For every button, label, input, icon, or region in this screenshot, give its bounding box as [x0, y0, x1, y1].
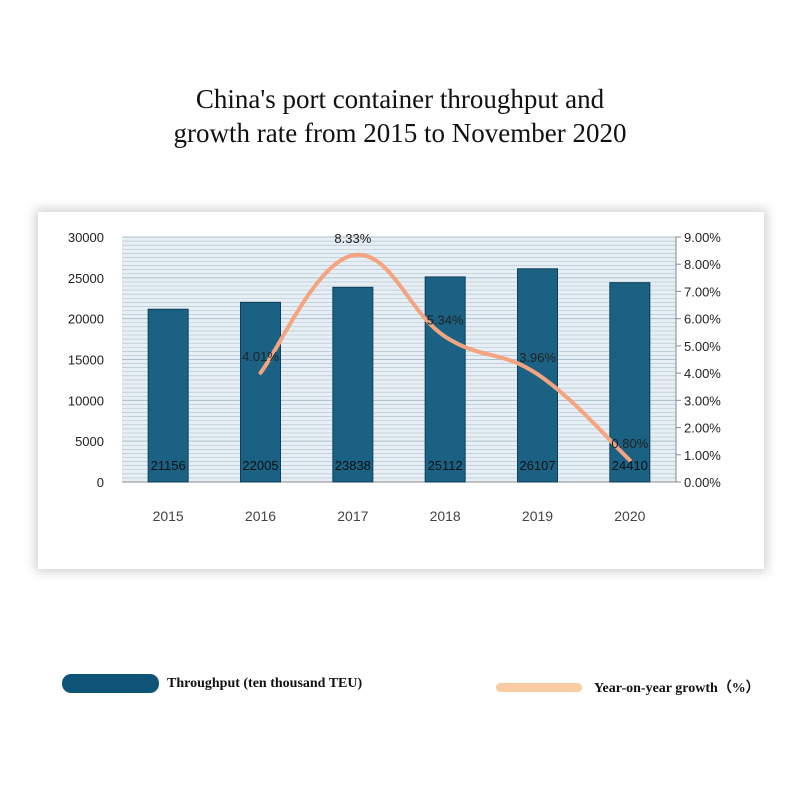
left-axis-tick-label: 5000: [75, 434, 104, 449]
bar-data-label: 21156: [151, 458, 186, 473]
x-tick-label: 2019: [522, 508, 553, 524]
left-axis-tick-label: 20000: [68, 312, 104, 327]
growth-line: [258, 252, 632, 463]
chart-panel: 0.00% 1.00% 2.00% 3.00% 4.00% 5.00% 6.00% 7.00%…: [38, 212, 764, 569]
growth-data-label: 4.01%: [242, 349, 279, 364]
right-axis-tick-label: 4.00%: [684, 366, 721, 381]
left-axis-tick-label: 25000: [68, 271, 104, 286]
legend-swatch-line: [496, 682, 582, 692]
right-axis-tick-label: 9.00%: [684, 230, 721, 245]
left-axis-tick-label: 0: [97, 475, 104, 490]
x-tick-label: 2020: [614, 508, 645, 524]
left-axis-tick-label: 15000: [68, 353, 104, 368]
right-axis-tick-label: 0.00%: [684, 475, 721, 490]
x-tick-label: 2015: [153, 508, 184, 524]
legend-label-throughput: Throughput (ten thousand TEU): [167, 675, 363, 691]
x-tick-label: 2018: [430, 508, 461, 524]
left-axis-tick-label: 30000: [68, 230, 104, 245]
x-tick-label: 2016: [245, 508, 276, 524]
bar-data-label: 23838: [335, 458, 371, 473]
right-axis-tick-label: 5.00%: [684, 339, 721, 354]
bar-data-label: 25112: [428, 458, 463, 473]
bar-data-label: 22005: [242, 458, 278, 473]
growth-data-label: 3.96%: [519, 350, 556, 365]
bar-2018: [424, 276, 466, 483]
chart-title: China's port container throughput and gr…: [0, 82, 800, 150]
combo-chart: 0.00% 1.00% 2.00% 3.00% 4.00% 5.00% 6.00% 7.00%…: [68, 230, 721, 524]
bar-2015: [147, 308, 189, 483]
bar-2017: [332, 286, 374, 483]
right-axis-tick-label: 6.00%: [684, 312, 721, 327]
chart-title-line-1: China's port container throughput and: [195, 84, 605, 114]
right-axis-tick-label: 8.00%: [684, 257, 721, 272]
right-axis-tick-label: 7.00%: [684, 284, 721, 299]
legend-item-growth: Year-on-year growth（%）: [496, 677, 760, 697]
right-axis-tick-label: 2.00%: [684, 421, 721, 436]
chart-title-line-2: growth rate from 2015 to November 2020: [173, 118, 627, 148]
bar-data-label: 24410: [612, 458, 648, 473]
bar-data-label: 26107: [519, 458, 555, 473]
legend-item-throughput: Throughput (ten thousand TEU): [62, 674, 362, 693]
bar-2016: [240, 301, 281, 483]
x-tick-label: 2017: [337, 508, 368, 524]
legend-swatch-bar: [62, 674, 159, 693]
growth-data-label: 0.80%: [611, 436, 648, 451]
right-axis-tick-label: 1.00%: [684, 448, 721, 463]
left-axis-tick-label: 10000: [68, 393, 104, 408]
bar-2020: [609, 282, 651, 483]
growth-data-label: 8.33%: [334, 231, 371, 246]
growth-data-label: 5.34%: [427, 313, 464, 328]
legend-label-growth: Year-on-year growth（%）: [594, 681, 760, 696]
right-axis-tick-label: 3.00%: [684, 393, 721, 408]
